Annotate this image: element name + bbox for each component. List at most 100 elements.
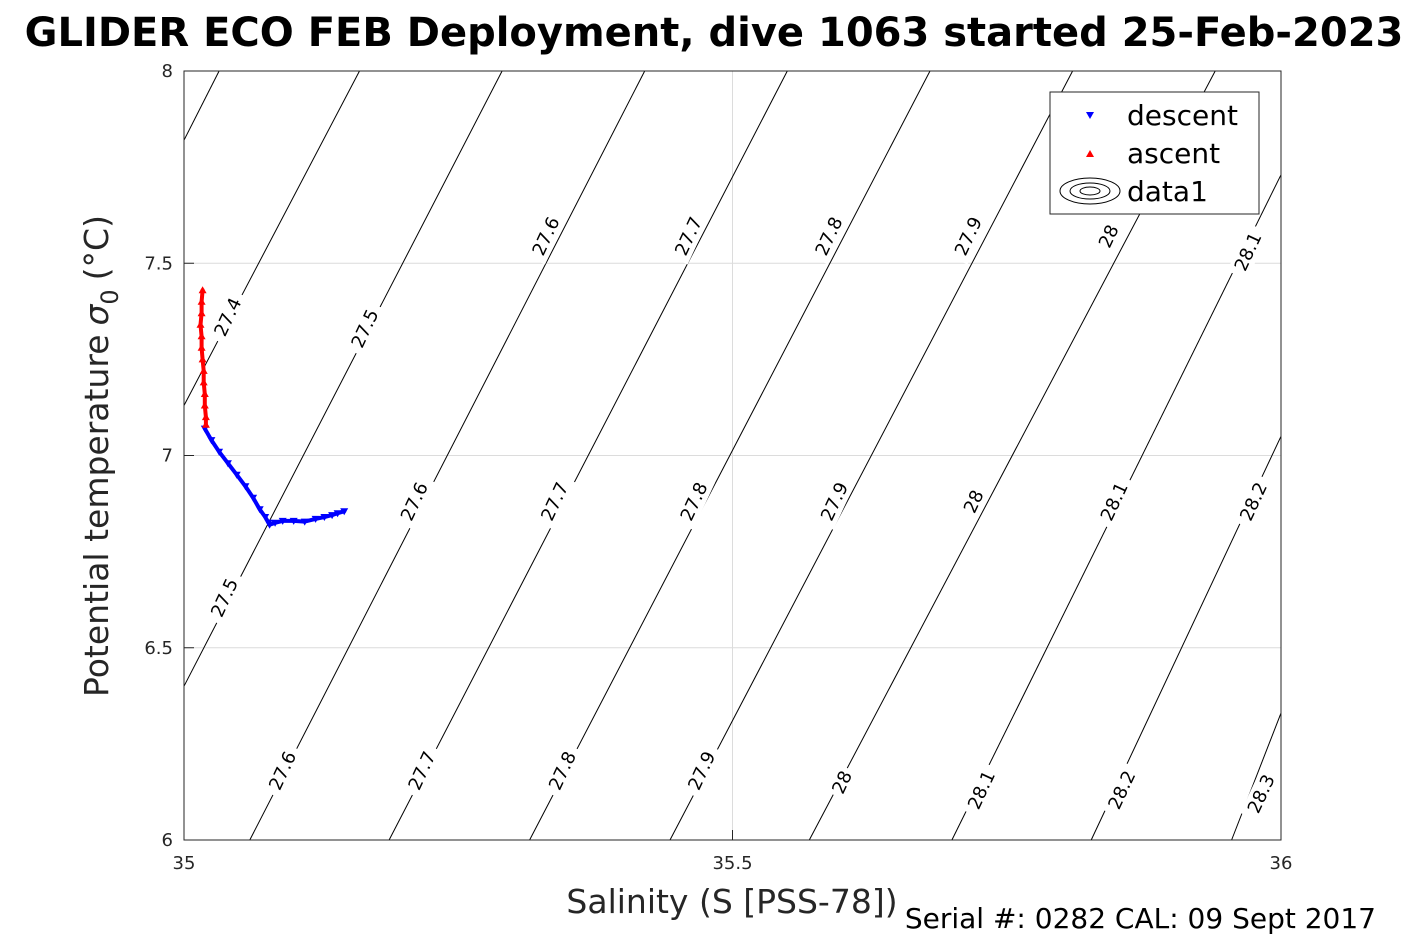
contour-line-28.3	[1231, 712, 1282, 841]
legend: descent ascent data1	[1049, 91, 1260, 215]
y-axis-label-subscript: 0	[96, 289, 124, 304]
ascent-point	[201, 413, 210, 421]
contour-label: 27.5	[203, 569, 246, 627]
contour-label-bg	[1100, 761, 1143, 819]
contour-label-bg	[947, 208, 990, 265]
contour-label-text: 27.6	[528, 214, 564, 259]
y-axis-label: Potential temperature σ0 (°C)	[77, 215, 124, 697]
contour-label-text: 27.4	[210, 295, 246, 340]
ascent-point	[197, 332, 206, 340]
contour-label-text: 27.6	[397, 479, 433, 524]
serial-calibration-footer: Serial #: 0282 CAL: 09 Sept 2017	[905, 902, 1376, 935]
descent-point	[300, 518, 309, 526]
contour-label-bg	[957, 483, 991, 520]
contour-line-27.6	[249, 70, 646, 841]
contour-label-bg	[667, 208, 710, 265]
contour-label-bg	[533, 473, 576, 530]
contour-label: 28.1	[1093, 473, 1136, 530]
descent-point	[340, 508, 349, 516]
ascent-series	[196, 286, 210, 428]
contour-line-27.8	[529, 70, 931, 841]
contour-label: 27.6	[261, 742, 304, 800]
contour-label: 27.9	[947, 208, 990, 265]
legend-contour-icon	[1059, 177, 1121, 205]
contour-label-text: 27.8	[811, 214, 847, 259]
descent-point	[215, 448, 224, 456]
legend-data1-label: data1	[1127, 175, 1208, 208]
y-tick-label: 8	[162, 61, 173, 82]
contour-label: 27.7	[667, 208, 710, 265]
contour-label: 27.7	[533, 473, 576, 530]
contour-label-text: 28.2	[1104, 768, 1140, 813]
x-axis-label: Salinity (S [PSS-78])	[566, 882, 897, 921]
y-axis-label-symbol: σ	[77, 304, 116, 326]
contour-label: 28.1	[1227, 223, 1270, 280]
descent-point	[223, 460, 232, 468]
x-tick-label: 35	[173, 853, 196, 874]
contour-label-bg	[813, 473, 856, 530]
contour-label: 27.8	[673, 473, 716, 530]
y-tick-label: 7.5	[144, 253, 173, 274]
contour-line-27.4	[183, 70, 360, 406]
descent-point	[232, 471, 241, 479]
contour-line-27.3	[183, 70, 220, 141]
contour-label: 27.6	[393, 473, 436, 530]
contour-label-bg	[206, 288, 249, 346]
descent-point	[261, 514, 270, 521]
y-tick-label: 7	[162, 446, 173, 467]
descent-point	[333, 510, 342, 518]
contour-label: 27.9	[680, 742, 723, 800]
legend-descent-label: descent	[1127, 99, 1238, 132]
y-axis-label-unit: (°C)	[77, 215, 116, 280]
contour-label-bg	[525, 208, 567, 265]
contour-label-bg	[825, 764, 859, 801]
contour-label-bg	[393, 473, 436, 530]
contour-label: 27.7	[401, 742, 443, 800]
y-tick-label: 6.5	[144, 638, 173, 659]
descent-point	[311, 515, 320, 523]
ascent-point	[199, 366, 208, 374]
contour-label-bg	[261, 742, 304, 800]
descent-point	[249, 494, 258, 502]
contour-label: 28	[957, 483, 991, 520]
contour-label-text: 27.5	[207, 575, 243, 620]
y-axis-label-text: Potential temperature	[77, 335, 116, 697]
contour-label-bg	[960, 761, 1003, 819]
contour-label-bg	[1093, 473, 1136, 530]
ascent-point	[197, 309, 206, 317]
contour-label-bg	[1227, 223, 1270, 280]
contour-label-text: 28.2	[1236, 479, 1272, 524]
descent-point	[328, 512, 337, 520]
contour-label-text: 27.6	[265, 748, 301, 793]
y-tick-label: 6	[162, 830, 173, 851]
contour-label-text: 28.1	[1231, 229, 1267, 274]
contour-label-bg	[401, 742, 443, 800]
descent-point	[207, 437, 216, 445]
legend-ascent-label: ascent	[1127, 137, 1220, 170]
contour-label: 28.2	[1100, 761, 1143, 819]
contour-label-bg	[673, 473, 716, 530]
contour-label: 27.4	[206, 288, 249, 346]
contour-label-text: 27.9	[684, 748, 720, 793]
contour-label: 28	[825, 764, 859, 801]
x-tick-label: 35.5	[712, 853, 752, 874]
chart-title: GLIDER ECO FEB Deployment, dive 1063 sta…	[25, 10, 1404, 56]
descent-point	[241, 483, 250, 491]
contour-label: 27.6	[525, 208, 567, 265]
legend-box	[1049, 91, 1260, 215]
ascent-point	[198, 355, 207, 363]
x-tick-label: 36	[1270, 853, 1293, 874]
contour-labels: 27.4 27.5 27.6 27.7 27.8 27.9 28 28.1 27.5 27.6 27…	[203, 208, 1283, 823]
contour-line-27.9	[669, 70, 1074, 841]
descent-point	[271, 519, 280, 527]
contour-label-bg	[344, 300, 386, 357]
legend-ascent-marker	[1086, 150, 1094, 157]
contour-label-text: 27.7	[537, 479, 573, 524]
descent-point	[255, 506, 264, 514]
contour-label: 28.3	[1240, 765, 1283, 823]
descent-point	[320, 514, 329, 521]
contour-label-text: 27.8	[545, 748, 581, 793]
contour-label-text: 27.7	[404, 748, 440, 793]
descent-point	[278, 517, 287, 525]
